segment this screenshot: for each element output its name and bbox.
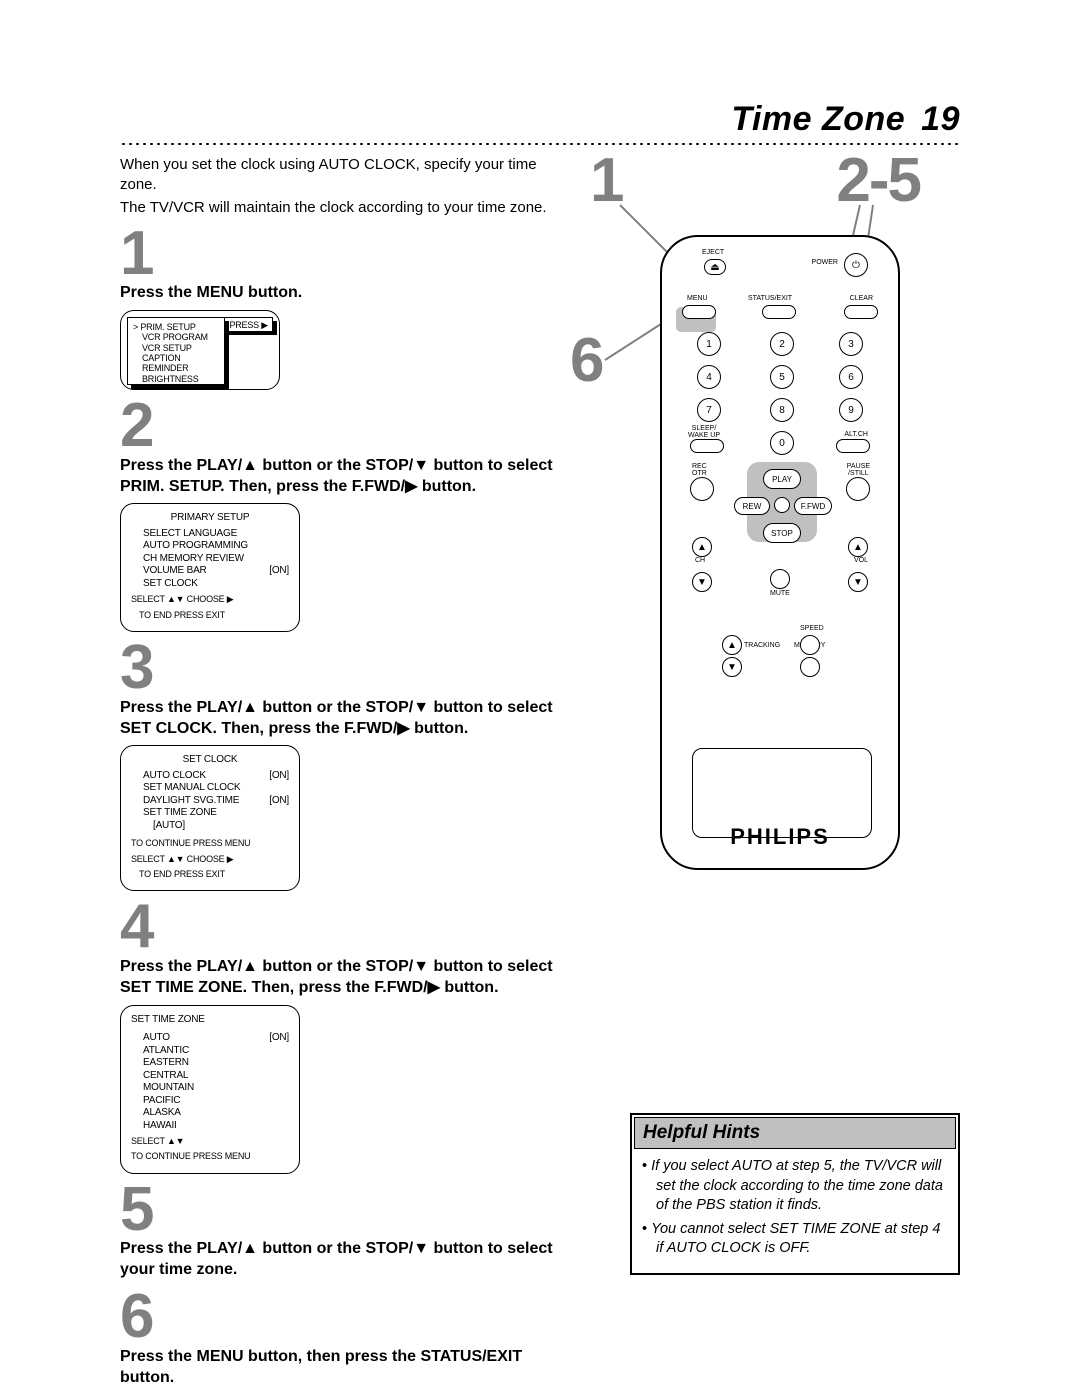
- intro-line-2: The TV/VCR will maintain the clock accor…: [120, 198, 570, 218]
- step-6-number: 6: [120, 1289, 570, 1345]
- page-number: 19: [921, 100, 960, 138]
- menu-button[interactable]: [682, 305, 716, 319]
- center-dot[interactable]: [774, 497, 790, 513]
- intro-line-1: When you set the clock using AUTO CLOCK,…: [120, 155, 570, 194]
- stop-button[interactable]: STOP: [763, 523, 801, 543]
- sleep-button[interactable]: [690, 439, 724, 453]
- power-button[interactable]: ⏻: [844, 253, 868, 277]
- remote-brand: PHILIPS: [662, 824, 898, 850]
- hint-item: If you select AUTO at step 5, the TV/VCR…: [642, 1157, 948, 1216]
- hint-item: You cannot select SET TIME ZONE at step …: [642, 1220, 948, 1259]
- rew-button[interactable]: REW: [734, 497, 770, 515]
- divider-dots: [120, 141, 960, 147]
- altch-button[interactable]: [836, 439, 870, 453]
- speed-button[interactable]: [800, 635, 820, 655]
- status-exit-button[interactable]: [762, 305, 796, 319]
- remote-illustration: 1 2-5 6 EJECT ⏏ POWER ⏻: [600, 155, 930, 895]
- tracking-up[interactable]: ▲: [722, 635, 742, 655]
- digit-6[interactable]: 6: [839, 365, 863, 389]
- step-6-text: Press the MENU button, then press the ST…: [120, 1347, 570, 1389]
- digit-2[interactable]: 2: [770, 332, 794, 356]
- step-4-text: Press the PLAY/▲ button or the STOP/▼ bu…: [120, 957, 570, 999]
- digit-9[interactable]: 9: [839, 398, 863, 422]
- step-5-text: Press the PLAY/▲ button or the STOP/▼ bu…: [120, 1239, 570, 1281]
- digit-8[interactable]: 8: [770, 398, 794, 422]
- ffwd-button[interactable]: F.FWD: [794, 497, 832, 515]
- screen-4: SET TIME ZONE AUTO[ON] ATLANTIC EASTERN …: [120, 1005, 300, 1174]
- step-1-number: 1: [120, 226, 570, 282]
- step-4-number: 4: [120, 899, 570, 955]
- screen-2: PRIMARY SETUP SELECT LANGUAGE AUTO PROGR…: [120, 503, 300, 632]
- step-2-number: 2: [120, 398, 570, 454]
- ch-down[interactable]: ▼: [692, 572, 712, 592]
- tracking-down[interactable]: ▼: [722, 657, 742, 677]
- callout-6: 6: [570, 325, 602, 396]
- title-text: Time Zone: [731, 100, 905, 138]
- vol-down[interactable]: ▼: [848, 572, 868, 592]
- pause-button[interactable]: [846, 477, 870, 501]
- hints-title: Helpful Hints: [635, 1118, 955, 1148]
- digit-1[interactable]: 1: [697, 332, 721, 356]
- screen-1: > PRIM. SETUP VCR PROGRAM VCR SETUP CAPT…: [120, 310, 280, 390]
- ch-up[interactable]: ▲: [692, 537, 712, 557]
- digit-5[interactable]: 5: [770, 365, 794, 389]
- play-button[interactable]: PLAY: [763, 469, 801, 489]
- vol-up[interactable]: ▲: [848, 537, 868, 557]
- digit-0[interactable]: 0: [770, 431, 794, 455]
- page-title: Time Zone 19: [120, 100, 960, 139]
- digit-7[interactable]: 7: [697, 398, 721, 422]
- remote-body: EJECT ⏏ POWER ⏻ MENU STATUS/EXIT CLEAR 1…: [660, 235, 900, 870]
- step-3-text: Press the PLAY/▲ button or the STOP/▼ bu…: [120, 698, 570, 740]
- digit-3[interactable]: 3: [839, 332, 863, 356]
- screen-3: SET CLOCK AUTO CLOCK[ON] SET MANUAL CLOC…: [120, 745, 300, 891]
- digit-4[interactable]: 4: [697, 365, 721, 389]
- screen-1-menu: > PRIM. SETUP VCR PROGRAM VCR SETUP CAPT…: [127, 317, 225, 385]
- step-5-number: 5: [120, 1182, 570, 1238]
- memory-button[interactable]: [800, 657, 820, 677]
- clear-button[interactable]: [844, 305, 878, 319]
- steps-column: When you set the clock using AUTO CLOCK,…: [120, 155, 570, 1394]
- helpful-hints: Helpful Hints If you select AUTO at step…: [630, 1113, 960, 1275]
- step-3-number: 3: [120, 640, 570, 696]
- rec-button[interactable]: [690, 477, 714, 501]
- eject-button[interactable]: ⏏: [704, 259, 726, 275]
- step-2-text: Press the PLAY/▲ button or the STOP/▼ bu…: [120, 456, 570, 498]
- mute-button[interactable]: [770, 569, 790, 589]
- step-1-text: Press the MENU button.: [120, 283, 570, 304]
- right-column: 1 2-5 6 EJECT ⏏ POWER ⏻: [600, 155, 960, 895]
